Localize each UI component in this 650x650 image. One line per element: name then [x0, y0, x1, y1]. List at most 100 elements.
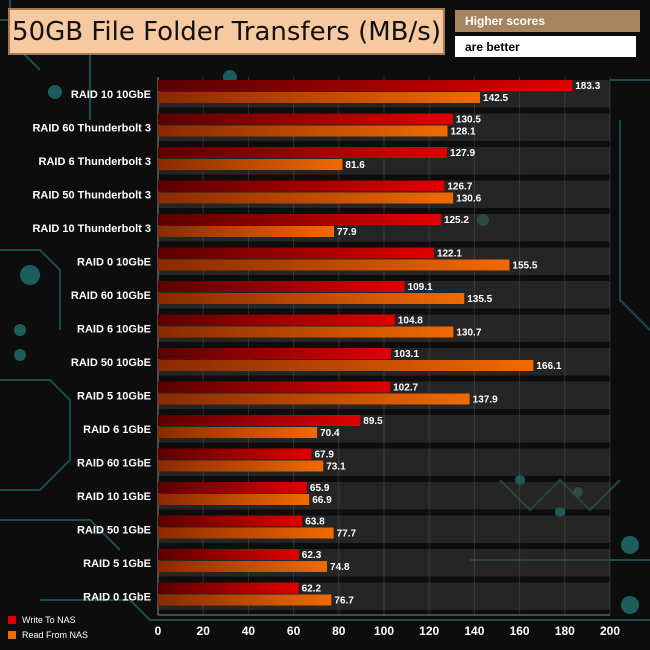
- write-value-label: 122.1: [437, 249, 462, 260]
- read-bar: [158, 92, 481, 103]
- write-bar: [158, 549, 299, 560]
- category-label: RAID 10 1GbE: [77, 491, 151, 503]
- write-bar: [158, 247, 434, 259]
- read-bar: [158, 460, 324, 472]
- legend-item-read: Read From NAS: [8, 630, 88, 640]
- read-value-label: 128.1: [451, 127, 476, 138]
- write-bar: [158, 180, 445, 192]
- write-value-label: 109.1: [408, 282, 433, 293]
- write-bar: [158, 314, 395, 326]
- x-tick-label: 0: [155, 624, 162, 638]
- category-label: RAID 6 Thunderbolt 3: [39, 156, 151, 168]
- read-bar: [158, 594, 332, 606]
- read-bar: [158, 226, 335, 237]
- write-bar: [158, 281, 405, 292]
- read-value-label: 155.5: [512, 261, 537, 272]
- read-value-label: 66.9: [312, 495, 332, 506]
- read-bar: [158, 427, 318, 438]
- x-tick-label: 180: [555, 624, 575, 638]
- read-bar: [158, 393, 470, 405]
- read-bar: [158, 360, 534, 371]
- read-value-label: 74.8: [330, 562, 350, 573]
- category-label: RAID 5 10GbE: [77, 390, 151, 402]
- category-label: RAID 60 1GbE: [77, 457, 151, 469]
- x-tick-label: 20: [197, 624, 211, 638]
- x-tick-label: 40: [242, 624, 256, 638]
- category-label: RAID 50 1GbE: [77, 524, 151, 536]
- legend-swatch-write: [8, 616, 16, 624]
- write-bar: [158, 80, 573, 91]
- write-value-label: 102.7: [393, 383, 418, 394]
- category-label: RAID 0 1GbE: [83, 591, 151, 603]
- read-value-label: 166.1: [536, 361, 561, 372]
- read-bar: [158, 527, 334, 539]
- x-tick-label: 60: [287, 624, 301, 638]
- x-tick-label: 120: [419, 624, 439, 638]
- legend-item-write: Write To NAS: [8, 615, 76, 625]
- write-value-label: 89.5: [363, 416, 383, 427]
- category-label: RAID 60 10GbE: [71, 290, 151, 302]
- category-label: RAID 10 Thunderbolt 3: [32, 223, 151, 235]
- write-value-label: 183.3: [575, 81, 600, 92]
- x-tick-label: 140: [464, 624, 484, 638]
- write-bar: [158, 147, 448, 158]
- read-bar: [158, 159, 343, 170]
- read-value-label: 73.1: [326, 462, 346, 473]
- category-label: RAID 6 1GbE: [83, 424, 151, 436]
- write-bar: [158, 214, 441, 225]
- read-bar: [158, 259, 510, 271]
- read-value-label: 77.7: [337, 529, 357, 540]
- write-bar: [158, 113, 453, 125]
- category-label: RAID 50 Thunderbolt 3: [32, 189, 151, 201]
- x-tick-label: 200: [600, 624, 620, 638]
- x-tick-label: 80: [332, 624, 346, 638]
- write-bar: [158, 482, 307, 493]
- write-value-label: 125.2: [444, 215, 469, 226]
- read-value-label: 76.7: [334, 596, 354, 607]
- read-value-label: 130.6: [456, 194, 481, 205]
- legend-label-write: Write To NAS: [22, 615, 76, 625]
- write-bar: [158, 515, 303, 527]
- x-tick-label: 160: [510, 624, 530, 638]
- score-note-line1: Higher scores: [455, 10, 640, 32]
- write-value-label: 67.9: [314, 450, 334, 461]
- write-value-label: 62.3: [302, 550, 322, 561]
- write-value-label: 104.8: [398, 316, 423, 327]
- write-value-label: 62.2: [302, 584, 322, 595]
- write-value-label: 130.5: [456, 115, 481, 126]
- category-label: RAID 60 Thunderbolt 3: [32, 122, 151, 134]
- read-value-label: 142.5: [483, 93, 508, 104]
- write-value-label: 65.9: [310, 483, 330, 494]
- read-value-label: 135.5: [467, 294, 492, 305]
- category-label: RAID 0 10GbE: [77, 256, 151, 268]
- write-value-label: 126.7: [447, 182, 472, 193]
- write-value-label: 63.8: [305, 517, 325, 528]
- legend-label-read: Read From NAS: [22, 630, 89, 640]
- chart-title-panel: 50GB File Folder Transfers (MB/s): [8, 8, 445, 55]
- read-value-label: 81.6: [345, 160, 365, 171]
- write-bar: [158, 415, 361, 426]
- category-label: RAID 50 10GbE: [71, 357, 151, 369]
- legend-swatch-read: [8, 631, 16, 639]
- read-bar: [158, 494, 310, 505]
- category-label: RAID 10 10GbE: [71, 89, 151, 101]
- read-value-label: 137.9: [473, 395, 498, 406]
- write-value-label: 103.1: [394, 349, 419, 360]
- category-label: RAID 5 1GbE: [83, 558, 151, 570]
- read-bar: [158, 125, 448, 137]
- score-note-line2: are better: [455, 36, 636, 57]
- write-bar: [158, 448, 312, 460]
- read-bar: [158, 326, 454, 338]
- chart-title: 50GB File Folder Transfers (MB/s): [12, 16, 441, 47]
- read-bar: [158, 192, 454, 204]
- read-value-label: 130.7: [456, 328, 481, 339]
- read-bar: [158, 561, 328, 572]
- read-value-label: 77.9: [337, 227, 357, 238]
- write-bar: [158, 381, 391, 393]
- write-bar: [158, 348, 392, 359]
- category-label: RAID 6 10GbE: [77, 323, 151, 335]
- write-value-label: 127.9: [450, 148, 475, 159]
